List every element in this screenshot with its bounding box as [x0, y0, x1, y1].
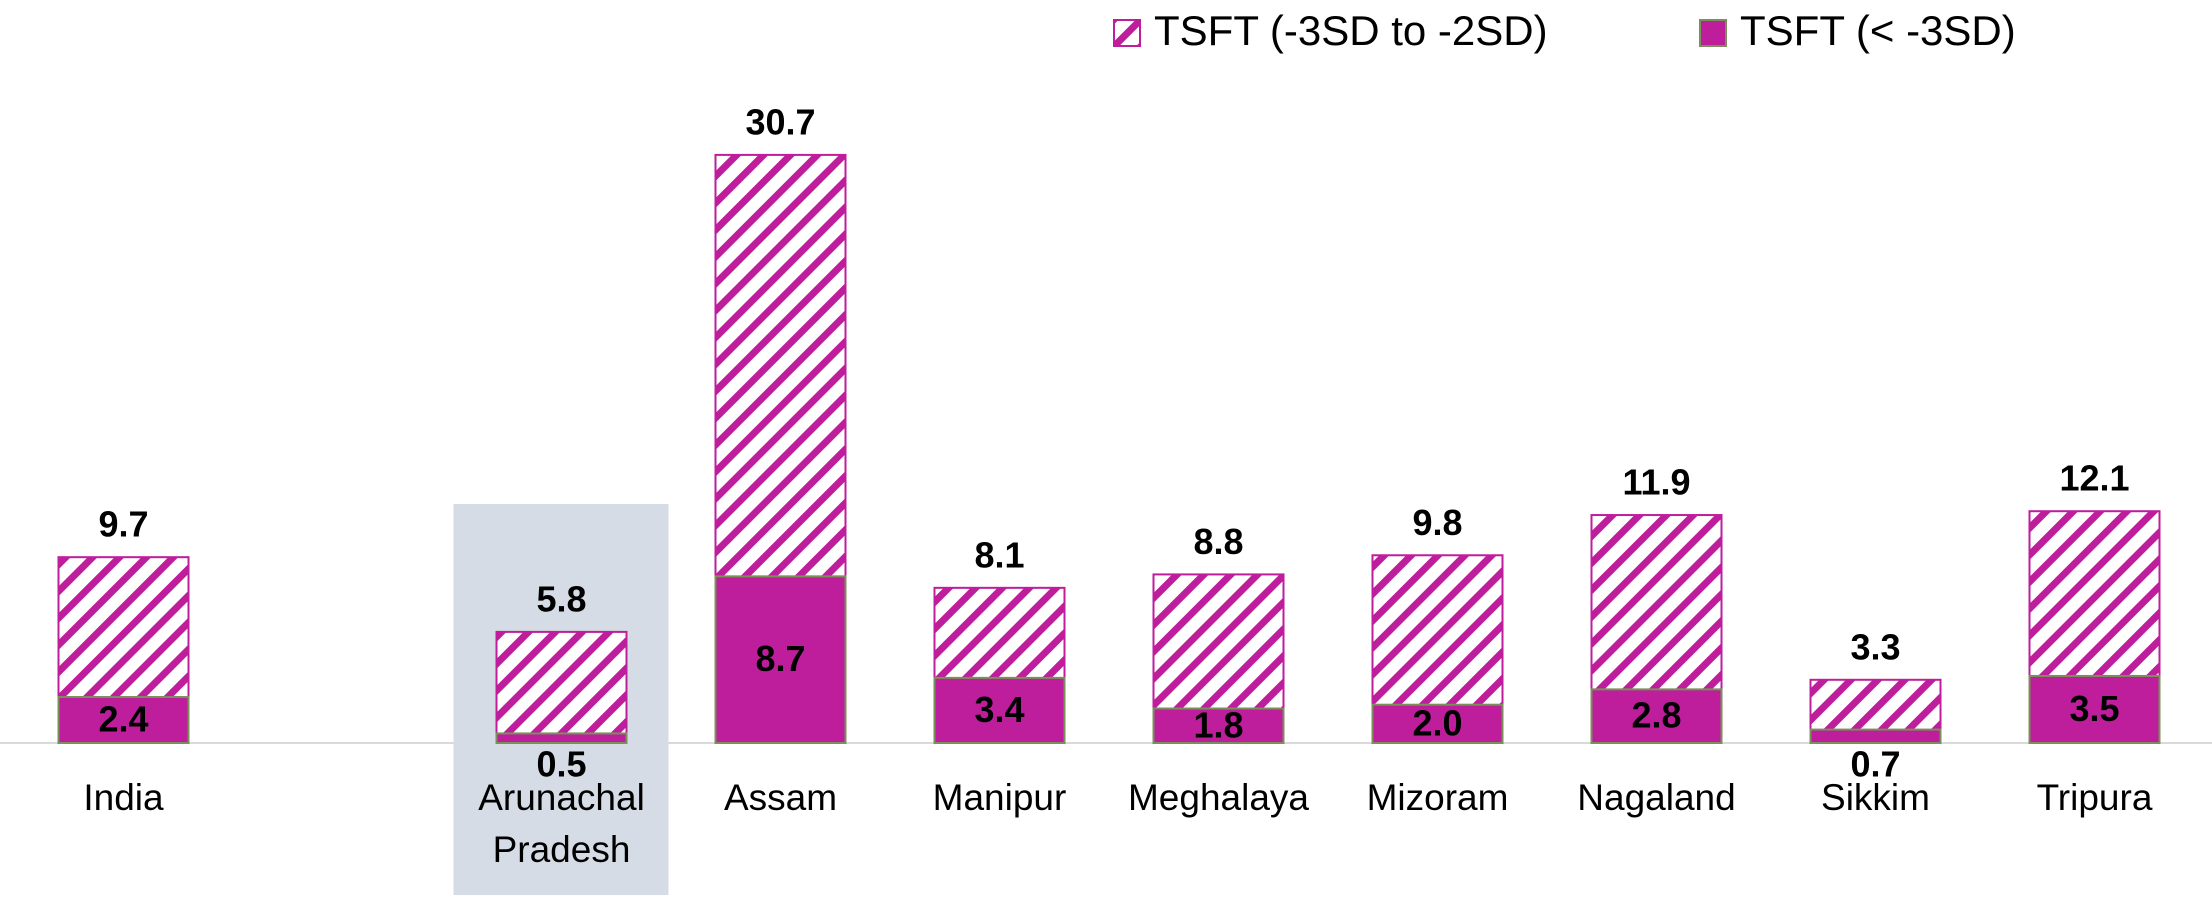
data-label: 9.7 — [98, 504, 148, 545]
data-label: 3.5 — [2069, 688, 2119, 729]
legend-label: TSFT (< -3SD) — [1740, 7, 2016, 54]
bar-solid — [495, 732, 628, 744]
legend-swatch — [1113, 19, 1141, 47]
x-tick-label: Nagaland — [1577, 777, 1735, 818]
x-tick-label: Arunachal Pradesh — [478, 777, 645, 870]
x-tick-label: Tripura — [2037, 777, 2153, 818]
bar-solid — [1371, 703, 1504, 744]
data-label: 1.8 — [1193, 704, 1243, 745]
bar-solid — [1152, 707, 1285, 744]
bar-solid — [1809, 728, 1942, 745]
data-label: 2.8 — [1631, 695, 1681, 736]
bar-solid — [57, 696, 190, 745]
data-label: 30.7 — [745, 101, 815, 142]
data-label: 0.7 — [1850, 744, 1900, 785]
data-label: 9.8 — [1412, 502, 1462, 543]
legend-label: TSFT (-3SD to -2SD) — [1154, 7, 1548, 54]
data-label: 3.3 — [1850, 626, 1900, 667]
data-label: 11.9 — [1622, 462, 1690, 503]
data-label: 0.5 — [536, 744, 586, 785]
x-tick-label: Sikkim — [1821, 777, 1930, 818]
data-label: 2.4 — [98, 699, 148, 740]
x-tick-label: Mizoram — [1367, 777, 1509, 818]
data-label: 3.4 — [974, 689, 1024, 730]
legend-swatch — [1699, 19, 1727, 47]
bar-solid — [714, 575, 847, 745]
bar-solid — [1590, 688, 1723, 744]
bar-hatched — [495, 630, 628, 744]
data-label: 2.0 — [1412, 702, 1462, 743]
data-label: 8.8 — [1193, 521, 1243, 562]
bar-solid — [2028, 674, 2161, 744]
data-label: 12.1 — [2059, 458, 2129, 499]
data-label: 8.1 — [974, 534, 1024, 575]
data-label: 5.8 — [536, 578, 586, 619]
x-tick-label: Assam — [724, 777, 837, 818]
data-label: 8.7 — [755, 638, 805, 679]
x-tick-label: India — [83, 777, 164, 818]
x-tick-label: Manipur — [933, 777, 1067, 818]
x-tick-label: Meghalaya — [1128, 777, 1309, 818]
bar-solid — [933, 676, 1066, 745]
